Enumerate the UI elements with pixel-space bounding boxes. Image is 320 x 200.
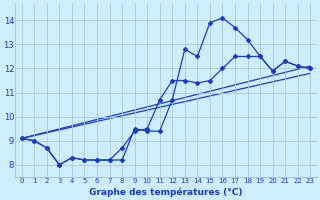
X-axis label: Graphe des températures (°C): Graphe des températures (°C) [89, 187, 243, 197]
